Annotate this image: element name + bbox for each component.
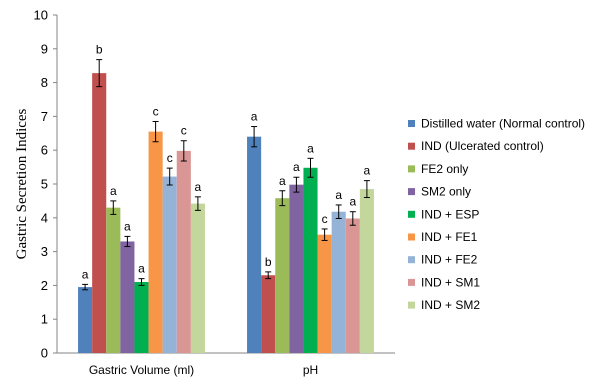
legend-label: IND (Ulcerated control) bbox=[421, 139, 544, 153]
legend-label: IND + SM1 bbox=[421, 275, 480, 289]
y-tick-label: 0 bbox=[41, 346, 48, 361]
y-tick-label: 3 bbox=[41, 244, 48, 259]
significance-label: c bbox=[181, 124, 187, 138]
bar bbox=[289, 184, 304, 353]
bar bbox=[190, 203, 205, 353]
bar bbox=[359, 189, 374, 353]
bar bbox=[275, 198, 290, 353]
legend-label: IND + ESP bbox=[421, 207, 479, 221]
significance-label: a bbox=[293, 160, 300, 174]
significance-label: a bbox=[279, 174, 286, 188]
y-tick-label: 2 bbox=[41, 278, 48, 293]
y-tick-label: 8 bbox=[41, 75, 48, 90]
bar bbox=[345, 218, 360, 353]
y-tick-label: 4 bbox=[41, 210, 48, 225]
significance-label: a bbox=[364, 164, 371, 178]
y-tick-label: 1 bbox=[41, 312, 48, 327]
bar bbox=[162, 176, 177, 353]
significance-label: a bbox=[335, 188, 342, 202]
y-tick-label: 6 bbox=[41, 143, 48, 158]
legend-swatch bbox=[408, 165, 415, 173]
legend-swatch bbox=[408, 278, 415, 286]
bar bbox=[134, 282, 149, 353]
legend-swatch bbox=[408, 210, 415, 218]
bar bbox=[331, 211, 346, 353]
significance-label: b bbox=[96, 43, 103, 57]
significance-label: a bbox=[349, 195, 356, 209]
legend-swatch bbox=[408, 233, 415, 241]
legend-label: IND + FE1 bbox=[421, 230, 478, 244]
legend: Distilled water (Normal control) IND (Ulc… bbox=[408, 117, 585, 312]
significance-label: a bbox=[124, 219, 131, 233]
significance-label: c bbox=[167, 151, 173, 165]
y-tick-label: 7 bbox=[41, 109, 48, 124]
legend-swatch bbox=[408, 120, 415, 127]
y-tick-label: 9 bbox=[41, 41, 48, 56]
bar bbox=[92, 73, 107, 354]
bar bbox=[303, 167, 318, 353]
axes-layer: 0 1 2 3 4 5 6 7 8 9 10 Gastric Secretion Indices bbox=[14, 8, 395, 361]
legend-swatch bbox=[408, 256, 415, 264]
y-tick-label: 10 bbox=[34, 8, 48, 23]
legend-swatch bbox=[408, 142, 415, 150]
significance-label: a bbox=[251, 110, 258, 124]
y-axis-title: Gastric Secretion Indices bbox=[14, 108, 30, 259]
significance-label: c bbox=[322, 212, 328, 226]
bars-layer bbox=[78, 59, 374, 354]
significance-label: a bbox=[82, 267, 89, 281]
bar bbox=[78, 287, 93, 353]
bar bbox=[247, 136, 262, 353]
significance-label: b bbox=[265, 255, 272, 269]
legend-label: Distilled water (Normal control) bbox=[421, 117, 585, 131]
legend-swatch bbox=[408, 301, 415, 309]
legend-label: IND + SM2 bbox=[421, 298, 480, 312]
x-category-label: pH bbox=[303, 363, 318, 377]
bar bbox=[261, 275, 276, 353]
significance-label: a bbox=[110, 184, 117, 198]
significance-label: a bbox=[307, 141, 314, 155]
bar bbox=[148, 131, 163, 353]
bar bbox=[120, 241, 135, 353]
bar bbox=[176, 150, 191, 353]
legend-label: IND + FE2 bbox=[421, 253, 478, 267]
legend-swatch bbox=[408, 188, 415, 196]
x-category-label: Gastric Volume (ml) bbox=[89, 363, 194, 377]
significance-label: a bbox=[138, 262, 145, 276]
bar bbox=[106, 207, 121, 353]
bar bbox=[317, 234, 332, 353]
legend-label: FE2 only bbox=[421, 162, 468, 176]
significance-label: a bbox=[195, 180, 202, 194]
legend-label: SM2 only bbox=[421, 185, 471, 199]
y-tick-label: 5 bbox=[41, 177, 48, 192]
significance-label: c bbox=[153, 104, 159, 118]
